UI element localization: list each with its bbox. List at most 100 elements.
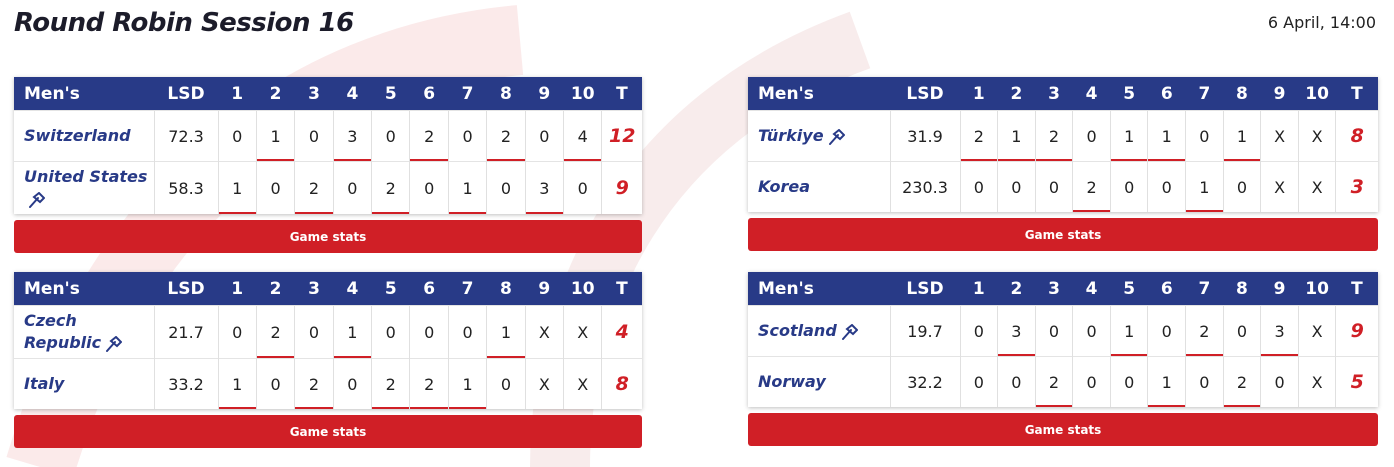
column-header: Men's: [748, 77, 890, 111]
team-cell: Czech Republic: [14, 305, 155, 359]
team-name: Korea: [758, 177, 811, 196]
end-score: 0: [332, 161, 372, 214]
game-stats-button[interactable]: Game stats: [14, 415, 642, 448]
total-score: 9: [601, 161, 642, 214]
end-score: 3: [524, 161, 564, 214]
end-score: 1: [332, 305, 372, 359]
total-score: 12: [601, 110, 642, 162]
game-stats-button[interactable]: Game stats: [748, 413, 1378, 446]
header-row: Men's LSD 1 2 3 4 5 6 7 8 9 10 T: [14, 77, 642, 111]
total-score: 9: [1335, 305, 1378, 357]
column-header: 9: [525, 77, 564, 111]
total-score: 3: [1335, 161, 1378, 212]
end-score: 1: [1109, 110, 1148, 162]
team-cell: Norway: [748, 356, 890, 407]
column-header: LSD: [890, 272, 960, 306]
end-score: 4: [563, 110, 602, 162]
team-cell: Korea: [748, 161, 890, 212]
lsd: 21.7: [153, 305, 219, 359]
end-score: 0: [959, 305, 998, 357]
end-score: 0: [217, 305, 257, 359]
column-header: Men's: [14, 272, 155, 306]
end-score: 0: [563, 161, 602, 214]
column-header: 6: [1147, 272, 1186, 306]
game-card: Men's LSD 1 2 3 4 5 6 7 8 9 10 T Scotland 19.7 0 3 0 0 1 0 2 0…: [748, 272, 1378, 446]
end-score: 0: [1072, 305, 1111, 357]
end-score: X: [524, 358, 564, 409]
scoreboard: Men's LSD 1 2 3 4 5 6 7 8 9 10 T Switzerland 72.3 0 1 0 3 0…: [14, 77, 642, 214]
total-score: 8: [601, 358, 642, 409]
end-score: 0: [1034, 161, 1073, 212]
column-header: T: [1335, 272, 1378, 306]
column-header: Men's: [14, 77, 155, 111]
end-score: 2: [294, 358, 334, 409]
column-header: 5: [1110, 272, 1148, 306]
end-score: 0: [217, 110, 257, 162]
end-score: 1: [1147, 356, 1186, 407]
game-stats-button[interactable]: Game stats: [748, 218, 1378, 251]
column-header: 1: [960, 272, 998, 306]
team-row: Czech Republic 21.7 0 2 0 1 0 0 0 1 X X 4: [14, 305, 642, 359]
end-score: 0: [1222, 161, 1261, 212]
game-card: Men's LSD 1 2 3 4 5 6 7 8 9 10 T Türkiye 31.9 2 1 2 0 1 1 0 1 X…: [748, 77, 1378, 251]
column-header: 5: [371, 77, 410, 111]
column-header: 2: [256, 272, 295, 306]
hammer-icon: [828, 128, 845, 145]
end-score: 1: [1222, 110, 1261, 162]
game-card: Men's LSD 1 2 3 4 5 6 7 8 9 10 T Czech Republic 21.7 0 2…: [14, 272, 642, 448]
column-header: 2: [997, 272, 1036, 306]
team-row: Norway 32.2 0 0 2 0 0 1 0 2 0 X 5: [748, 356, 1378, 407]
end-score: 2: [255, 305, 295, 359]
column-header: 2: [256, 77, 295, 111]
column-header: 4: [333, 272, 372, 306]
end-score: 1: [255, 110, 295, 162]
lsd: 19.7: [889, 305, 960, 357]
scoreboard: Men's LSD 1 2 3 4 5 6 7 8 9 10 T Czech Republic 21.7 0 2…: [14, 272, 642, 409]
column-header: 7: [1185, 77, 1224, 111]
end-score: 1: [1147, 110, 1186, 162]
column-header: 1: [218, 77, 257, 111]
column-header: LSD: [890, 77, 960, 111]
end-score: 0: [409, 305, 449, 359]
end-score: X: [524, 305, 564, 359]
end-score: X: [1260, 110, 1299, 162]
end-score: X: [1297, 356, 1336, 407]
total-score: 4: [601, 305, 642, 359]
team-name: Scotland: [758, 321, 837, 340]
hammer-icon: [841, 323, 858, 340]
end-score: 0: [997, 161, 1036, 212]
column-header: 10: [1298, 272, 1336, 306]
total-score: 5: [1335, 356, 1378, 407]
scoreboard: Men's LSD 1 2 3 4 5 6 7 8 9 10 T Scotland 19.7 0 3 0 0 1 0 2 0…: [748, 272, 1378, 407]
lsd: 33.2: [153, 358, 219, 409]
end-score: 2: [409, 358, 449, 409]
hammer-icon: [29, 191, 45, 208]
column-header: 1: [960, 77, 998, 111]
column-header: 3: [294, 77, 334, 111]
hammer-icon: [106, 335, 123, 352]
end-score: 2: [294, 161, 334, 214]
header-row: Men's LSD 1 2 3 4 5 6 7 8 9 10 T: [14, 272, 642, 306]
end-score: 1: [997, 110, 1036, 162]
end-score: 0: [1109, 161, 1148, 212]
end-score: 0: [1222, 305, 1261, 357]
column-header: LSD: [154, 77, 219, 111]
end-score: 0: [371, 110, 410, 162]
end-score: 2: [1034, 356, 1073, 407]
end-score: 0: [959, 161, 998, 212]
end-score: X: [1297, 110, 1336, 162]
end-score: 1: [1109, 305, 1148, 357]
column-header: 9: [525, 272, 564, 306]
end-score: 0: [332, 358, 372, 409]
end-score: 0: [1109, 356, 1148, 407]
column-header: 6: [409, 77, 449, 111]
end-score: 0: [997, 356, 1036, 407]
team-name: Czech Republic: [24, 311, 102, 352]
game-stats-button[interactable]: Game stats: [14, 220, 642, 253]
column-header: LSD: [154, 272, 219, 306]
column-header: 6: [409, 272, 449, 306]
team-name: Switzerland: [24, 126, 131, 145]
end-score: X: [563, 358, 602, 409]
end-score: 3: [997, 305, 1036, 357]
